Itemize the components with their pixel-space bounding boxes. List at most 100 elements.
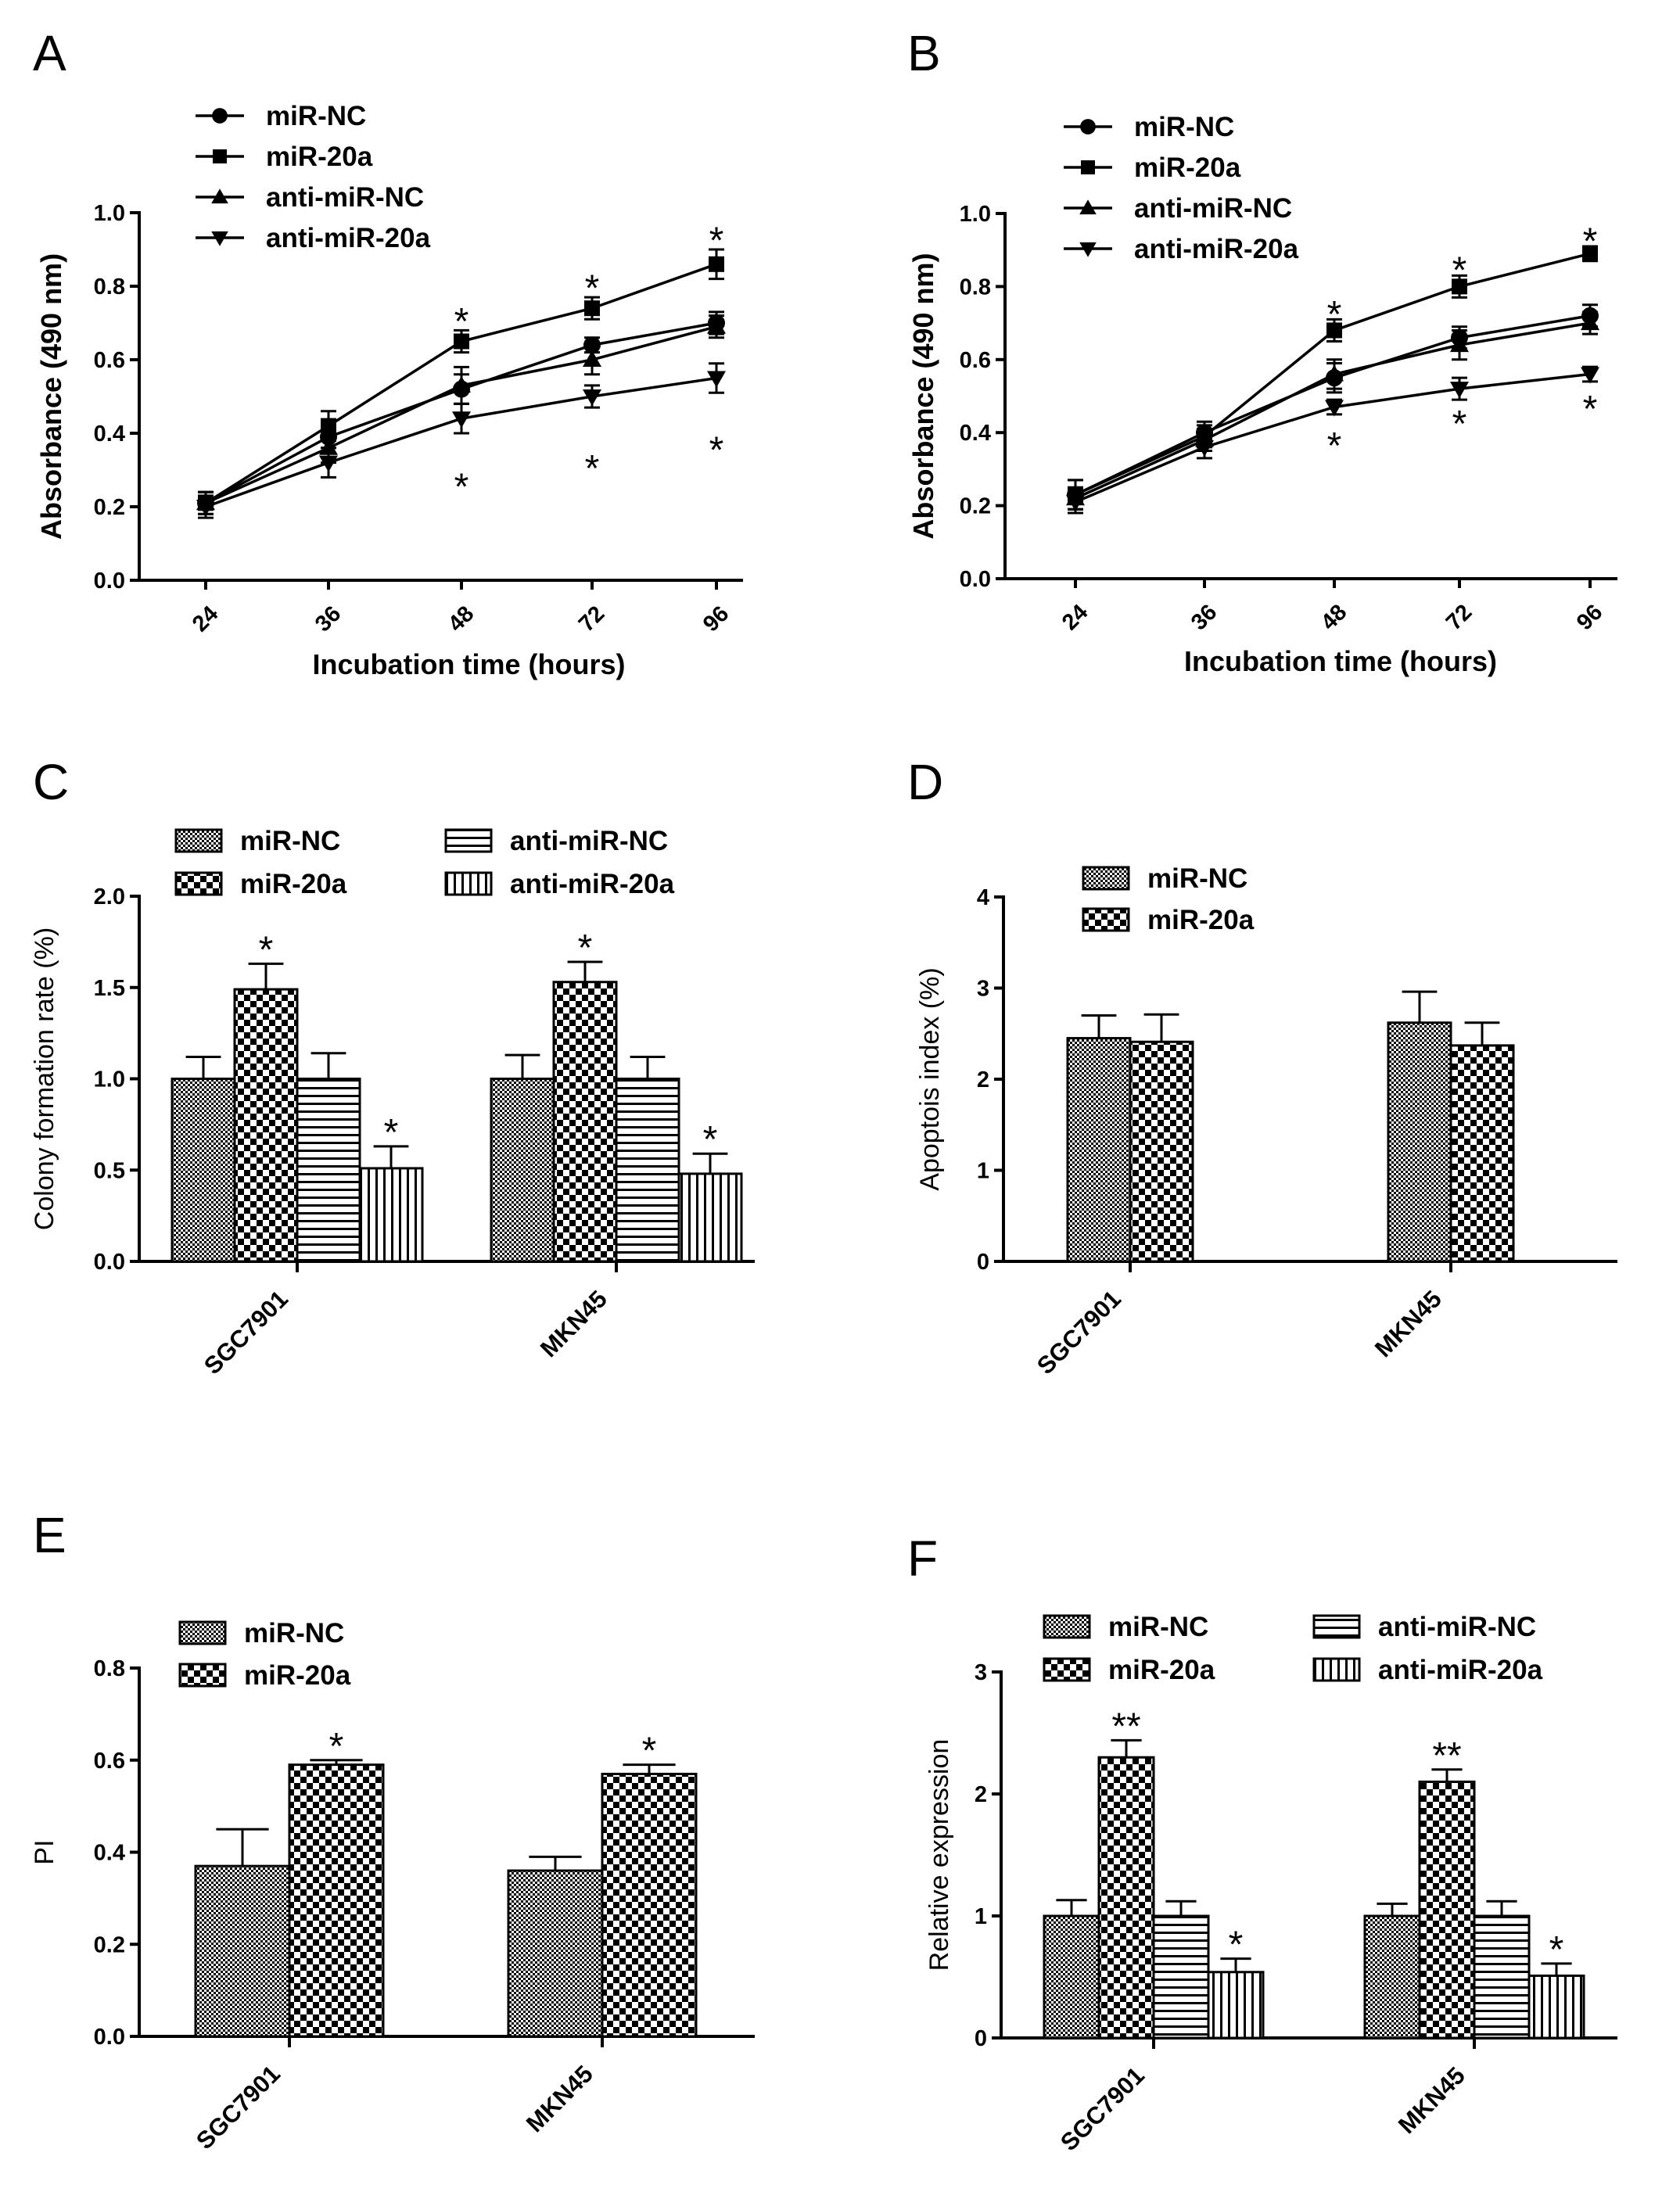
bar-mir-nc [1043, 1914, 1100, 2040]
bar-anti-mir-20a [677, 1172, 743, 1263]
legend-item: miR-NC [196, 101, 366, 131]
legend-marker [1079, 242, 1097, 257]
legend-marker [1079, 199, 1097, 215]
bar-mir-20a [1129, 1040, 1194, 1263]
data-point [707, 371, 726, 388]
significance-star: * [454, 301, 469, 343]
legend-swatch [178, 1620, 227, 1645]
data-point [196, 500, 215, 516]
data-point [321, 418, 336, 434]
data-point [1325, 400, 1344, 417]
panel-d: D 0 1 2 3 4 Apoptois index (%) SGC7901 MKN45 miR-… [907, 754, 1617, 1379]
panel-letter: B [907, 25, 941, 81]
bar-anti-mir-20a [1207, 1971, 1265, 2040]
legend-marker [211, 231, 228, 246]
data-point [1581, 367, 1599, 384]
y-tick-label: 0 [977, 1250, 989, 1275]
significance-star: * [709, 429, 724, 471]
y-tick-label: 0.6 [94, 1749, 125, 1774]
bar-anti-mir-nc [1152, 1914, 1210, 2040]
panel-letter: C [33, 754, 69, 810]
panel-letter: F [907, 1530, 938, 1587]
legend-item: anti-miR-NC [196, 182, 424, 213]
y-tick-label: 0.5 [94, 1158, 125, 1183]
legend-label: miR-NC [1134, 112, 1234, 142]
legend-item: miR-NC [1043, 1612, 1208, 1642]
y-tick-label: 0.8 [960, 274, 991, 300]
legend-label: miR-20a [240, 869, 347, 899]
data-point [583, 350, 601, 367]
legend-item: miR-NC [174, 826, 340, 856]
y-tick-label: 0.0 [94, 1250, 125, 1275]
x-tick-label: SGC7901 [1032, 1285, 1126, 1379]
legend-label: miR-NC [1108, 1612, 1208, 1642]
legend-label: anti-miR-NC [1134, 193, 1292, 224]
x-tick-label: 96 [1572, 600, 1607, 635]
panel-b: B 0.0 0.2 0.4 0.6 0.8 1.0 Absorbance (490 nm) 24… [907, 25, 1617, 677]
legend-item: anti-miR-NC [1064, 193, 1292, 224]
x-tick-label: MKN45 [535, 1285, 612, 1362]
legend-swatch [174, 828, 223, 853]
y-tick-label: 1.5 [94, 976, 125, 1001]
significance-star: * [709, 221, 724, 262]
significance-star: * [1583, 389, 1598, 430]
significance-star: * [578, 927, 593, 969]
data-point [1582, 246, 1598, 262]
data-point [584, 300, 600, 317]
data-point [707, 317, 726, 334]
panel-letter: D [907, 754, 943, 810]
y-axis-label: Relative expression [924, 1739, 954, 1971]
data-point [454, 333, 469, 350]
x-tick-label: MKN45 [1369, 1285, 1447, 1362]
legend-swatch [178, 1663, 227, 1688]
y-tick-label: 1.0 [960, 202, 991, 227]
y-tick-label: 0.0 [94, 569, 125, 594]
significance-star: * [454, 466, 469, 508]
y-tick-label: 0.2 [94, 495, 125, 520]
y-tick-label: 2 [977, 1067, 989, 1092]
significance-star: * [329, 1726, 344, 1767]
data-point [709, 256, 724, 272]
legend-item: anti-miR-20a [444, 869, 675, 899]
legend-marker [1081, 160, 1095, 174]
y-tick-label: 0.8 [94, 1656, 125, 1681]
data-point [452, 375, 471, 393]
y-tick-label: 3 [977, 977, 989, 1002]
y-tick-label: 0.6 [960, 348, 991, 373]
panel-c: C 0.0 0.5 1.0 1.5 2.0 Colony formation rate (%… [30, 754, 755, 1379]
significance-star: * [384, 1112, 399, 1153]
bar-anti-mir-20a [1527, 1974, 1585, 2040]
y-tick-label: 4 [977, 885, 989, 910]
bar-anti-mir-nc [1473, 1914, 1531, 2040]
series-anti-mir-20a [196, 362, 726, 519]
significance-star: * [642, 1731, 657, 1772]
y-tick-label: 0.2 [94, 1932, 125, 1957]
significance-star: * [1229, 1925, 1244, 1966]
legend-swatch [1043, 1657, 1091, 1682]
x-tick-label: 96 [698, 601, 734, 637]
y-axis-label: Colony formation rate (%) [30, 927, 59, 1230]
bar-anti-mir-nc [296, 1078, 361, 1263]
significance-star: * [1549, 1929, 1564, 1971]
data-point [1452, 278, 1467, 295]
legend-item: miR-20a [1043, 1655, 1215, 1685]
y-tick-label: 0.0 [960, 567, 991, 592]
legend-marker [1080, 119, 1096, 135]
bar-mir-20a [1097, 1756, 1155, 2040]
x-tick-label: 36 [1186, 600, 1222, 635]
legend-swatch [444, 828, 493, 853]
legend-marker [211, 188, 228, 204]
y-tick-label: 1.0 [94, 1067, 125, 1092]
x-axis-label: Incubation time (hours) [1184, 645, 1497, 677]
significance-star: * [1583, 221, 1598, 262]
legend-label: anti-miR-NC [1378, 1612, 1536, 1642]
y-tick-label: 0.2 [960, 494, 991, 519]
legend-item: miR-NC [1064, 112, 1234, 142]
legend-label: anti-miR-NC [266, 182, 424, 213]
bar-mir-nc [194, 1864, 291, 2038]
panel-letter: A [33, 25, 66, 81]
legend-label: miR-20a [266, 142, 373, 172]
data-point [1325, 364, 1344, 382]
